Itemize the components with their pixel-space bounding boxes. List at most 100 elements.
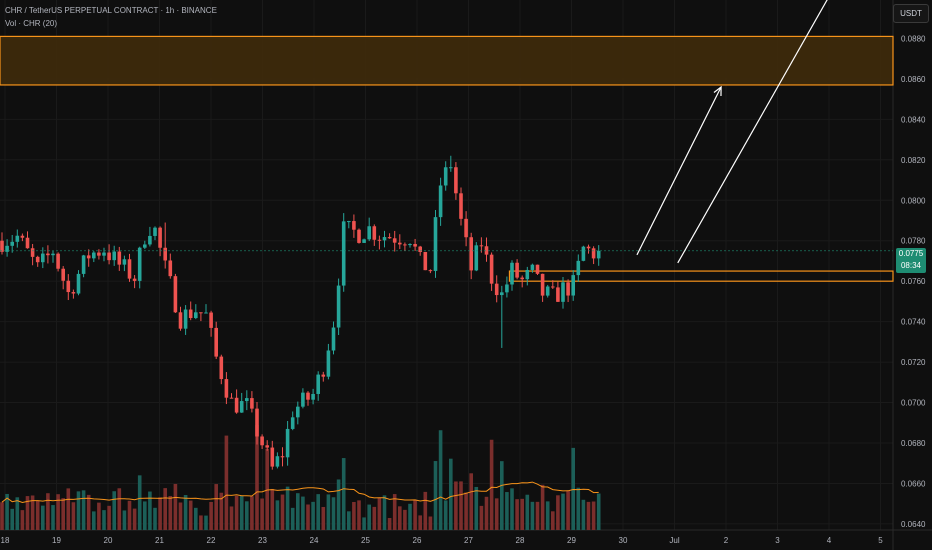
candle-body [46,253,50,256]
volume-bar [372,506,377,530]
candle-body [285,428,290,458]
y-tick-label: 0.0680 [901,439,926,448]
candle-body [433,217,438,271]
volume-indicator-label[interactable]: Vol · CHR (20) [5,19,58,28]
x-tick-label: 22 [207,536,216,545]
candle-body [449,167,453,169]
arrow-line [636,86,722,256]
x-tick-label: 29 [567,536,576,545]
candle-body [515,262,519,278]
volume-bar [484,496,489,530]
candle-body [25,237,30,249]
candle-body [545,286,550,296]
candle-body [352,221,356,230]
volume-bar [275,500,280,530]
x-tick-label: 30 [619,536,628,545]
candle-body [428,270,433,272]
candle-body [122,259,127,265]
candle-body [296,406,300,418]
volume-bar [357,500,361,530]
x-tick-label: 24 [310,536,319,545]
volume-bar [581,499,586,530]
volume-bar [30,495,35,530]
candle-body [0,240,4,252]
projection-arrows [636,0,828,264]
candle-body [188,309,193,319]
candle-body [30,248,35,257]
volume-bar [66,488,71,530]
volume-bar [515,499,519,530]
candle-body [341,221,346,286]
volume-bar [20,510,25,530]
x-tick-label: 26 [413,536,422,545]
candle-body [275,456,280,467]
candle-body [576,260,581,276]
candle-body [214,327,218,357]
volume-bar [173,483,178,530]
candle-body [357,229,361,243]
candle-body [586,246,591,249]
candle-body [311,393,315,400]
volume-bar [520,498,524,530]
candle-body [331,327,336,351]
volume-bar [347,511,351,530]
volume-bar [545,501,550,530]
candle-body [301,392,305,407]
volume-bar [311,501,315,530]
volume-ma-line [1,481,599,504]
candle-body [245,398,249,402]
candle-body [137,247,142,281]
zone-rect [0,35,894,86]
y-tick-label: 0.0720 [901,358,926,367]
volume-bar [418,515,422,530]
volume-bar [188,500,193,530]
candle-body [224,379,229,398]
volume-bar [112,491,116,530]
candle-body [81,255,86,274]
candle-body [35,256,40,263]
candle-body [71,292,76,294]
candle-body [540,273,545,296]
volume-bar [382,495,387,530]
volume-bar [163,488,167,530]
x-tick-label: 20 [104,536,113,545]
candle-body [5,245,9,252]
candle-body [561,282,565,302]
volume-bar [494,498,499,530]
volume-bar [591,501,596,530]
candle-body [530,264,535,270]
candle-body [525,269,530,280]
volume-bar [117,488,122,530]
volume-bar [510,488,514,530]
volume-bar [35,500,40,530]
volume-bar [576,487,581,530]
volume-bar [403,509,407,530]
candle-body [61,268,65,281]
volume-bar [224,435,229,530]
volume-bar [107,505,111,530]
candle-body [556,287,560,302]
currency-button[interactable]: USDT [893,4,929,23]
candle-body [336,285,341,328]
bar-countdown: 08:34 [900,261,922,270]
arrow-head [713,85,722,96]
candle-body [489,254,494,284]
candle-body [469,237,473,271]
x-tick-label: 25 [361,536,370,545]
candle-body [265,445,269,448]
volume-bar [290,507,295,530]
candle-body [571,275,575,296]
candle-body [76,273,81,294]
volume-bar [413,499,417,530]
volume-bar [46,493,50,530]
candle-body [387,237,392,239]
volume-bar [540,484,545,530]
y-tick-label: 0.0800 [901,196,926,205]
volume-bar [464,492,468,530]
last-price-tag: 0.0775 08:34 [896,248,926,273]
volume-bar [260,498,264,530]
volume-bar [86,494,91,530]
x-tick-label: 18 [1,536,10,545]
volume-bar [10,508,14,530]
